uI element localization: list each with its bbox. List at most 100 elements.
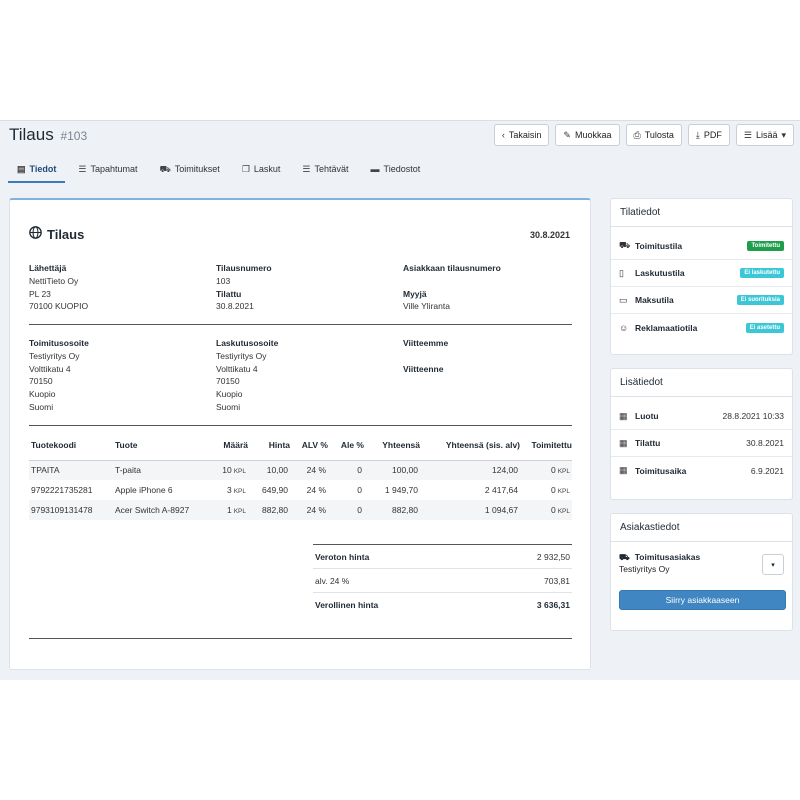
status-label: Maksutila xyxy=(635,295,674,305)
status-badge: Toimitettu xyxy=(747,241,784,251)
cell-vat: 24 % xyxy=(290,460,328,480)
customer-dropdown-toggle[interactable]: ▾ xyxy=(762,554,784,575)
tab-label: Tiedot xyxy=(29,164,57,174)
cell-total: 100,00 xyxy=(364,460,420,480)
cell-total: 1 949,70 xyxy=(384,485,418,495)
pdf-button[interactable]: ⤓ PDF xyxy=(687,124,730,146)
seller-value: Ville Yliranta xyxy=(403,301,450,312)
extra-value: 28.8.2021 10:33 xyxy=(722,411,784,421)
extra-info-title: Lisätiedot xyxy=(611,369,792,397)
customer-panel-title: Asiakastiedot xyxy=(611,514,792,542)
col-header-discount: Ale % xyxy=(328,440,364,461)
tab-tiedot[interactable]: ▤ Tiedot xyxy=(8,157,66,183)
page-title-text: Tilaus xyxy=(9,125,54,144)
extra-row-created: ▦ Luotu 28.8.2021 10:33 xyxy=(611,403,792,430)
more-label: Lisää xyxy=(755,130,778,140)
tab-label: Laskut xyxy=(253,164,281,174)
address-line: Volttikatu 4 xyxy=(216,363,258,374)
print-button[interactable]: ⎙ Tulosta xyxy=(625,124,682,146)
col-header-total: Yhteensä xyxy=(364,440,420,461)
qty-unit: KPL xyxy=(233,508,246,515)
address-line: Volttikatu 4 xyxy=(29,363,71,374)
customer-label-row: ⛟ Toimitusasiakas xyxy=(619,552,784,564)
divider xyxy=(29,638,572,639)
col-header-qty: Määrä xyxy=(213,440,248,461)
caret-down-icon: ▾ xyxy=(771,561,775,569)
cell-price: 10,00 xyxy=(248,460,290,480)
status-badge: Ei laskutettu xyxy=(740,268,784,278)
address-line: Suomi xyxy=(216,401,241,412)
totals-row-vat: alv. 24 % 703,81 xyxy=(313,568,572,593)
smiley-icon: ☺ xyxy=(619,322,629,333)
truck-icon: ⛟ xyxy=(619,552,630,562)
cell-total-vat: 2 417,64 xyxy=(484,485,518,495)
tab-laskut[interactable]: ❐ Laskut xyxy=(233,157,290,183)
totals-row-gross: Verollinen hinta 3 636,31 xyxy=(313,592,572,617)
table-row: 9792221735281 Apple iPhone 6 3 KPL 649,90… xyxy=(29,480,572,500)
address-line: 70150 xyxy=(29,376,53,387)
col-header-code: Tuotekoodi xyxy=(29,440,113,461)
cell-qty: 10 KPL xyxy=(213,460,248,480)
cell-product: T-paita xyxy=(113,460,213,480)
calendar-icon: ▦ xyxy=(619,437,628,448)
divider xyxy=(29,425,572,426)
tab-tiedostot[interactable]: ▬ Tiedostot xyxy=(362,157,430,183)
tab-toimitukset[interactable]: ⛟ Toimitukset xyxy=(150,157,228,183)
net-label: Veroton hinta xyxy=(313,544,480,569)
order-number-value: 103 xyxy=(216,275,231,286)
tab-label: Tapahtumat xyxy=(90,164,138,174)
delivery-address-block: Toimitusosoite Testiyritys Oy Volttikatu… xyxy=(29,337,89,414)
more-button[interactable]: ☰ Lisää ▾ xyxy=(735,124,794,146)
cell-delivered: 0 KPL xyxy=(520,460,572,480)
order-number-block: Tilausnumero 103 Tilattu 30.8.2021 xyxy=(216,262,272,313)
address-line: Testiyritys Oy xyxy=(29,350,80,361)
edit-button[interactable]: ✎ Muokkaa xyxy=(555,124,620,146)
customer-info: ⛟ Toimitusasiakas Testiyritys Oy ▾ xyxy=(611,542,792,584)
cell-vat: 24 % xyxy=(306,485,326,495)
truck-icon: ⛟ xyxy=(159,164,171,174)
totals-table: Veroton hinta 2 932,50 alv. 24 % 703,81 … xyxy=(313,544,572,617)
tab-tehtavat[interactable]: ☰ Tehtävät xyxy=(293,157,357,183)
qty-unit: KPL xyxy=(233,488,246,495)
status-label: Reklamaatiotila xyxy=(635,322,698,333)
sender-line: NettiTieto Oy xyxy=(29,275,79,286)
cell-code: 9792221735281 xyxy=(31,485,93,495)
money-icon: ▭ xyxy=(619,294,628,305)
customer-order-number-label: Asiakkaan tilausnumero xyxy=(403,263,501,273)
page-title: Tilaus #103 xyxy=(9,125,87,145)
delivery-address-label: Toimitusosoite xyxy=(29,338,89,348)
back-button[interactable]: ‹ Takaisin xyxy=(493,124,550,146)
delivered-value: 0 xyxy=(550,505,556,515)
delivered-unit: KPL xyxy=(557,508,570,515)
delivered-value: 0 xyxy=(550,485,556,495)
cell-code: TPAITA xyxy=(29,460,113,480)
go-to-customer-button[interactable]: Siirry asiakkaaseen xyxy=(619,590,786,610)
qty-value: 10 xyxy=(222,465,232,476)
order-card-title: Tilaus xyxy=(29,226,84,242)
cell-product: Acer Switch A-8927 xyxy=(113,500,213,520)
col-header-price: Hinta xyxy=(248,440,290,461)
extra-row-delivery-time: ▦ Toimitusaika 6.9.2021 xyxy=(611,457,792,484)
seller-label: Myyjä xyxy=(403,288,427,299)
cell-delivered: 0 KPL xyxy=(520,500,572,520)
folder-icon: ▬ xyxy=(370,164,380,174)
chevron-left-icon: ‹ xyxy=(501,130,505,140)
vat-label: alv. 24 % xyxy=(313,568,480,593)
tab-label: Tiedostot xyxy=(383,164,421,174)
extra-info-panel: Lisätiedot ▦ Luotu 28.8.2021 10:33 ▦ Til… xyxy=(610,368,793,500)
globe-icon xyxy=(29,226,42,242)
menu-icon: ☰ xyxy=(743,129,752,140)
extra-value: 6.9.2021 xyxy=(750,465,784,476)
document-icon: ▯ xyxy=(619,267,624,278)
delivered-value: 0 xyxy=(550,465,556,476)
tab-label: Tehtävät xyxy=(314,164,349,174)
sender-line: 70100 KUOPIO xyxy=(29,301,89,312)
tab-tapahtumat[interactable]: ☰ Tapahtumat xyxy=(69,157,146,183)
net-value: 2 932,50 xyxy=(479,544,572,569)
sender-line: PL 23 xyxy=(29,288,51,299)
our-reference-value xyxy=(403,350,448,363)
ordered-value: 30.8.2021 xyxy=(216,301,254,312)
calendar-icon: ▦ xyxy=(619,465,628,475)
cell-code: 9793109131478 xyxy=(29,500,113,520)
printer-icon: ⎙ xyxy=(633,129,641,140)
